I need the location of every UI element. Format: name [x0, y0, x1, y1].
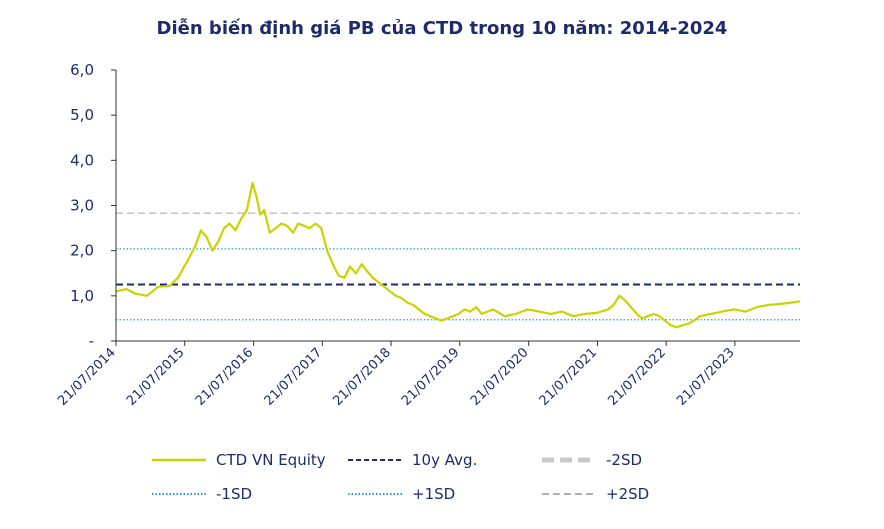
y-tick-label: 6,0: [70, 61, 94, 79]
x-tick-label: 21/07/2021: [537, 345, 601, 409]
x-tick-label: 21/07/2015: [124, 345, 188, 409]
y-tick-label: 3,0: [70, 197, 94, 215]
chart-title: Diễn biến định giá PB của CTD trong 10 n…: [156, 18, 728, 39]
x-tick-label: 21/07/2016: [193, 345, 257, 409]
series-lines: [115, 181, 801, 329]
x-tick-label: 21/07/2014: [55, 345, 119, 409]
legend-label: CTD VN Equity: [216, 451, 326, 469]
y-tick-label: 5,0: [70, 106, 94, 124]
x-tick-label: 21/07/2017: [262, 345, 326, 409]
legend-label: -2SD: [606, 451, 642, 469]
legend-label: +1SD: [412, 485, 455, 503]
legend-label: -1SD: [216, 485, 252, 503]
y-tick-label: 1,0: [70, 287, 94, 305]
legend-label: 10y Avg.: [412, 451, 477, 469]
axes: [115, 70, 800, 342]
y-tick-label: 4,0: [70, 151, 94, 169]
reference-lines: [116, 212, 800, 321]
y-tick-label: -: [89, 332, 94, 350]
x-tick-label: 21/07/2020: [468, 345, 532, 409]
x-tick-label: 21/07/2018: [330, 345, 394, 409]
x-tick-label: 21/07/2019: [399, 345, 463, 409]
series-line-ctd: [115, 181, 801, 329]
legend: CTD VN Equity 10y Avg. -2SD -1SD +1SD +2SD: [152, 451, 649, 503]
x-tick-label: 21/07/2022: [605, 345, 669, 409]
y-tick-label: 2,0: [70, 242, 94, 260]
legend-label: +2SD: [606, 485, 649, 503]
x-tick-label: 21/07/2023: [674, 345, 738, 409]
x-axis-ticks: 21/07/2014 21/07/2015 21/07/2016 21/07/2017…: [55, 341, 738, 409]
y-axis-ticks: - 1,0 2,0 3,0 4,0 5,0 6,0: [70, 61, 116, 350]
